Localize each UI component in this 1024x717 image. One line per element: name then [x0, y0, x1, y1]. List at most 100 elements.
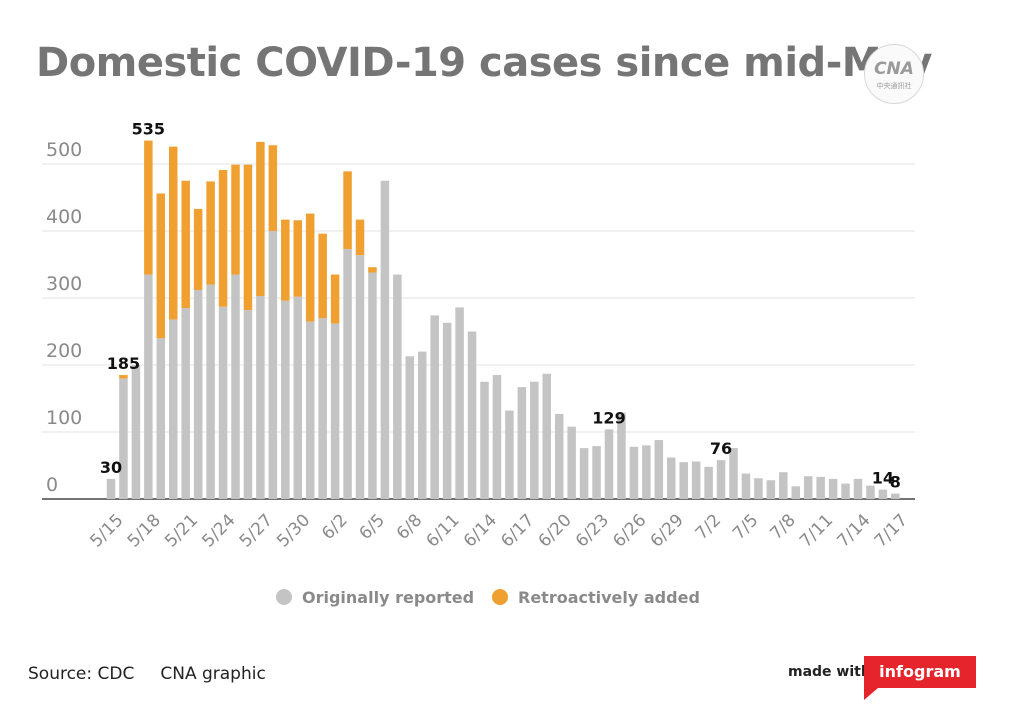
bar-retroactively-added: [355, 219, 365, 256]
bar-originally-reported: [368, 272, 377, 499]
y-axis: 0 100 200 300 400 500: [46, 139, 82, 496]
x-tick-label: 6/2: [318, 510, 351, 543]
bar-retroactively-added: [305, 213, 315, 322]
bar-originally-reported: [828, 478, 838, 499]
bar-retroactively-added: [144, 140, 153, 275]
legend-label: Originally reported: [302, 588, 475, 607]
x-tick-label: 7/14: [833, 510, 874, 551]
x-tick-label: 7/5: [729, 510, 762, 543]
bar-originally-reported: [418, 351, 427, 499]
data-label: 129: [592, 408, 625, 427]
bar-retroactively-added: [243, 164, 253, 311]
bar-originally-reported: [231, 274, 240, 499]
bar-originally-reported: [119, 378, 128, 499]
y-tick-label: 300: [46, 273, 82, 295]
bar-originally-reported: [405, 356, 415, 499]
bar-originally-reported: [554, 413, 564, 499]
bar-originally-reported: [206, 284, 215, 499]
credit-text: CNA graphic: [160, 664, 266, 684]
bar-originally-reported: [156, 338, 166, 499]
bar-originally-reported: [754, 478, 763, 499]
x-tick-label: 6/8: [393, 510, 426, 543]
data-label: 76: [710, 439, 732, 458]
logo-text: CNA: [874, 59, 914, 79]
bar-originally-reported: [530, 381, 539, 499]
bar-originally-reported: [355, 255, 365, 499]
bar-retroactively-added: [256, 141, 265, 296]
data-label: 8: [890, 473, 901, 492]
bar-originally-reported: [853, 478, 863, 499]
x-tick-label: 6/5: [356, 510, 389, 543]
bar-originally-reported: [517, 387, 527, 499]
bar-originally-reported: [505, 410, 514, 499]
bar-originally-reported: [480, 381, 489, 499]
bar-originally-reported: [144, 274, 153, 499]
bar-originally-reported: [567, 426, 576, 499]
legend-item-retroactively-added[interactable]: Retroactively added: [492, 588, 700, 607]
bar-retroactively-added: [268, 145, 278, 231]
bar-retroactively-added: [293, 220, 302, 297]
bar-retroactively-added: [169, 146, 178, 320]
x-tick-label: 5/30: [273, 510, 314, 551]
source-text: Source: CDC: [28, 664, 135, 684]
bar-originally-reported: [193, 289, 203, 499]
bar-originally-reported: [330, 323, 340, 499]
bar-originally-reported: [131, 365, 141, 499]
infogram-badge-tail: [864, 688, 878, 700]
bar-originally-reported: [891, 493, 900, 499]
bar-originally-reported: [766, 480, 776, 499]
y-tick-label: 400: [46, 206, 82, 228]
bar-originally-reported: [691, 461, 701, 499]
bar-retroactively-added: [343, 171, 352, 250]
bar-originally-reported: [642, 445, 651, 499]
made-with-text: made with: [788, 664, 871, 680]
bar-originally-reported: [430, 315, 439, 499]
bar-originally-reported: [169, 319, 178, 499]
bar-originally-reported: [866, 485, 875, 499]
x-axis: 5/155/185/215/245/275/30 6/2 6/5 6/86/116/1…: [86, 510, 911, 551]
bars: [106, 140, 900, 499]
y-tick-label: 500: [46, 139, 82, 161]
bar-originally-reported: [741, 473, 751, 499]
bar-originally-reported: [256, 295, 265, 499]
bar-originally-reported: [343, 249, 352, 499]
cna-logo: CNA 中央通訊社: [864, 44, 924, 104]
x-tick-label: 6/26: [609, 510, 650, 551]
x-tick-label: 5/24: [198, 510, 239, 551]
data-label: 14: [872, 469, 894, 488]
x-tick-label: 7/17: [871, 510, 912, 551]
bar-retroactively-added: [156, 193, 166, 339]
bar-originally-reported: [380, 180, 390, 499]
bar-originally-reported: [679, 462, 688, 499]
bar-originally-reported: [716, 460, 726, 499]
chart-title: Domestic COVID-19 cases since mid-May: [36, 40, 932, 86]
bar-originally-reported: [455, 307, 464, 499]
bar-originally-reported: [492, 375, 502, 499]
data-label: 30: [100, 458, 122, 477]
y-tick-label: 0: [46, 474, 58, 496]
legend-label: Retroactively added: [518, 588, 700, 607]
infogram-badge[interactable]: infogram: [864, 656, 976, 700]
bar-originally-reported: [442, 322, 452, 499]
bar-originally-reported: [779, 472, 788, 499]
bar-originally-reported: [704, 466, 713, 499]
bar-originally-reported: [604, 429, 614, 499]
bar-originally-reported: [617, 412, 626, 499]
bar-originally-reported: [579, 448, 589, 499]
x-tick-label: 6/17: [497, 510, 538, 551]
bar-originally-reported: [667, 457, 676, 499]
legend-dot-originally-reported: [276, 589, 292, 605]
bar-originally-reported: [393, 274, 402, 499]
bar-originally-reported: [268, 231, 278, 499]
x-tick-label: 6/23: [572, 510, 613, 551]
bar-originally-reported: [305, 321, 315, 499]
x-tick-label: 6/20: [535, 510, 576, 551]
bar-originally-reported: [218, 306, 228, 499]
bar-originally-reported: [629, 446, 639, 499]
legend-item-originally-reported[interactable]: Originally reported: [276, 588, 474, 607]
bar-originally-reported: [281, 300, 290, 499]
bar-retroactively-added: [119, 375, 128, 379]
bar-retroactively-added: [218, 170, 228, 307]
data-labels: 30 185 535 129 76 148: [100, 120, 901, 492]
